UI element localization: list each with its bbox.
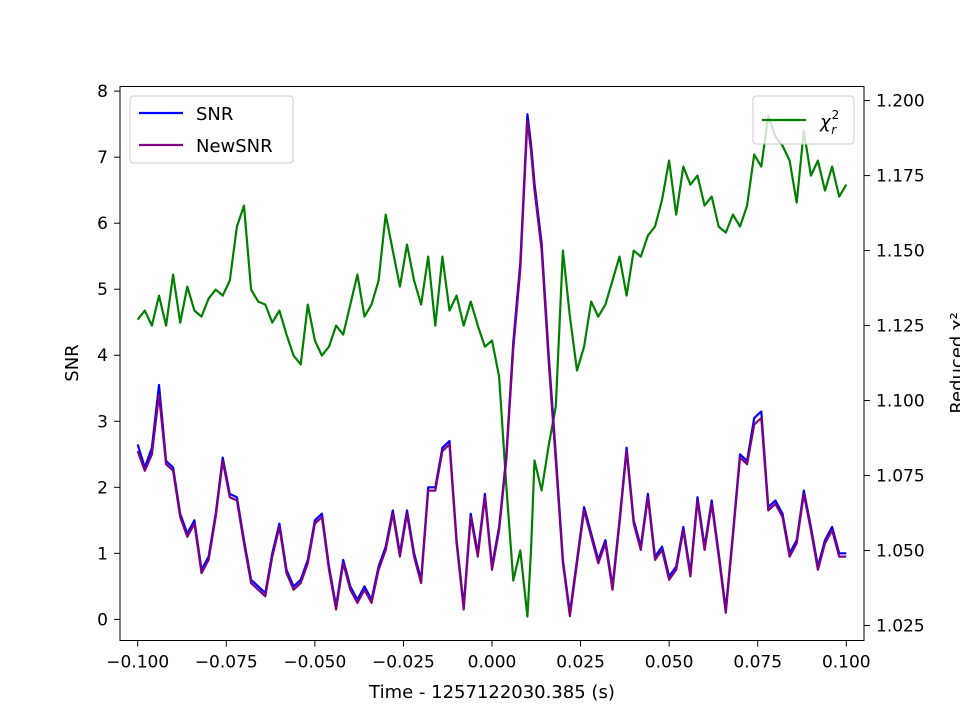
y-right-tick-label: 1.025	[876, 617, 925, 637]
x-tick-label: 0.025	[556, 653, 605, 673]
y-axis-label-right: Reduced χ²	[947, 312, 960, 413]
x-tick-label: −0.025	[372, 653, 435, 673]
y-axis-right: 1.025 1.050 1.075 1.100 1.125 1.150 1.175 1.200	[864, 92, 925, 637]
x-tick-label: −0.100	[106, 653, 169, 673]
y-left-tick-label: 6	[97, 214, 108, 234]
y-left-tick-label: 2	[97, 478, 108, 498]
x-tick-label: −0.050	[283, 653, 346, 673]
series-layer	[136, 113, 848, 618]
y-right-tick-label: 1.075	[876, 467, 925, 487]
legend-left: SNR NewSNR	[129, 95, 294, 164]
x-tick-label: 0.075	[733, 653, 782, 673]
y-right-tick-label: 1.150	[876, 242, 925, 262]
legend-right: χ2 r	[752, 95, 855, 145]
x-tick-label: 0.100	[822, 653, 871, 673]
y-right-tick-label: 1.200	[876, 92, 925, 112]
y-left-tick-label: 0	[97, 610, 108, 630]
series-line-newsnr	[136, 119, 847, 618]
x-tick-label: 0.050	[645, 653, 694, 673]
legend-label-chisq-sub: r	[831, 123, 837, 137]
legend-label-newsnr: NewSNR	[196, 136, 273, 157]
y-left-tick-label: 4	[97, 346, 108, 366]
x-tick-label: 0.000	[468, 653, 517, 673]
y-axis-label-left: SNR	[62, 344, 83, 381]
y-right-tick-label: 1.050	[876, 542, 925, 562]
x-axis-label: Time - 1257122030.385 (s)	[368, 682, 615, 703]
legend-label-snr: SNR	[196, 104, 233, 125]
legend-label-chisq-sup: 2	[832, 108, 840, 122]
y-left-tick-label: 7	[97, 148, 108, 168]
y-right-tick-label: 1.175	[876, 167, 925, 187]
y-left-tick-label: 8	[97, 82, 108, 102]
y-right-tick-label: 1.100	[876, 392, 925, 412]
y-left-tick-label: 3	[97, 412, 108, 432]
series-line-chisq	[136, 114, 848, 618]
x-axis: −0.100 −0.075 −0.050 −0.025 0.000 0.025 0.050 0…	[106, 640, 871, 673]
x-tick-label: −0.075	[195, 653, 258, 673]
y-axis-left: 0 1 2 3 4 5 6 7 8	[97, 82, 120, 630]
y-left-tick-label: 1	[97, 544, 108, 564]
y-left-tick-label: 5	[97, 280, 108, 300]
y-right-tick-label: 1.125	[876, 317, 925, 337]
legend-label-chisq: χ2 r	[819, 108, 839, 137]
